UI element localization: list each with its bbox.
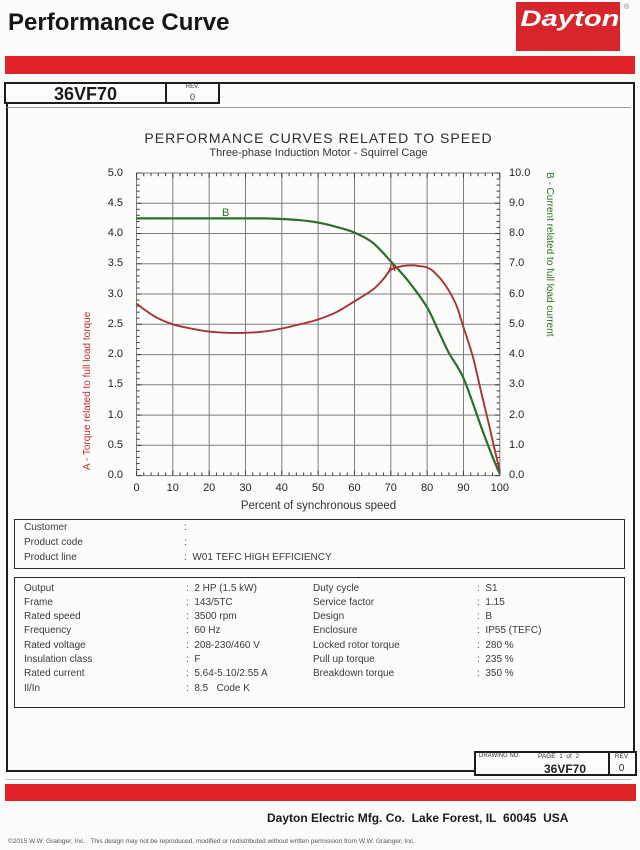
svg-text:B: B <box>222 207 229 219</box>
svg-text:A: A <box>388 262 396 274</box>
